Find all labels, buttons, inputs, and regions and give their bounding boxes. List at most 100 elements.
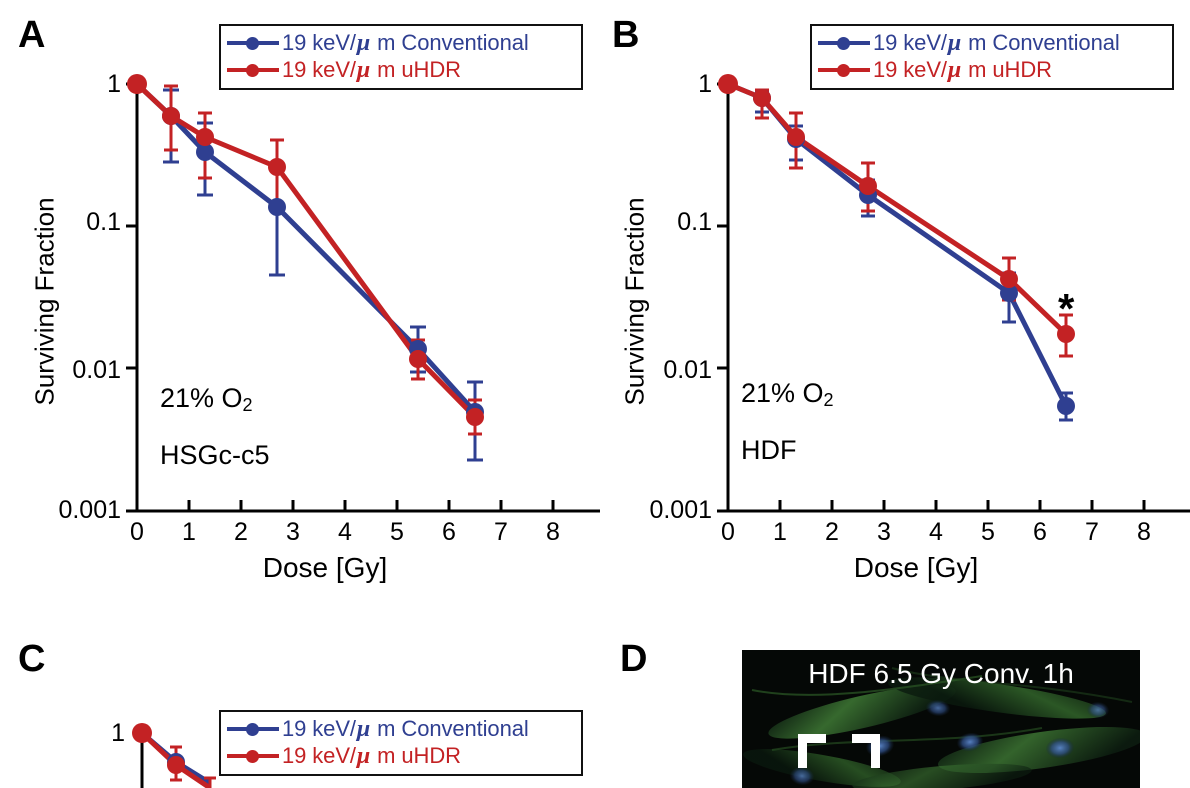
panel-b-legend: 19 keV/μ m Conventional 19 keV/μ m uHDR [810,24,1174,90]
panel-b-xtick-3: 3 [877,518,891,546]
panel-label-d: D [620,638,648,680]
legend-uhdr-mu: μ [356,56,371,83]
panel-b-xtick-5: 5 [981,518,995,546]
panel-a-legend-row-conventional: 19 keV/μ m Conventional [227,29,573,56]
panel-b-oxygen-annotation: 21% O2 [741,378,834,411]
panel-a-xtick-0: 0 [130,518,144,546]
panel-b-xtick-7: 7 [1085,518,1099,546]
panel-a-xtick-5: 5 [390,518,404,546]
legend-conv-mu: μ [356,29,371,56]
panel-b-xtick-1: 1 [773,518,787,546]
legend-conv-prefix: 19 keV/ [282,29,356,55]
panel-c-legend-row-uhdr: 19 keV/μ m uHDR [227,742,573,769]
panel-b-series-uhdr-errorbars [755,88,1073,358]
panel-b-significance-marker: * [1058,285,1075,332]
panel-label-b: B [612,14,640,56]
legend-swatch-conventional-icon [818,33,870,53]
panel-b-xtick-8: 8 [1137,518,1151,546]
panel-a-xtick-8: 8 [546,518,560,546]
panel-d-micrograph-content [742,650,1140,788]
legend-conv-suffix: m Conventional [371,29,529,55]
legend-conv-suffix: m Conventional [371,715,529,741]
legend-uhdr-prefix: 19 keV/ [282,742,356,768]
legend-swatch-conventional-icon [227,33,279,53]
panel-a-legend-row-uhdr: 19 keV/μ m uHDR [227,56,573,83]
panel-b-x-axis-label: Dose [Gy] [853,552,979,583]
panel-a-xtick-3: 3 [286,518,300,546]
panel-c-legend-label-conventional: 19 keV/μ m Conventional [282,716,529,742]
panel-d-micrograph: HDF 6.5 Gy Conv. 1h [742,650,1140,788]
panel-c: 1 [0,620,600,788]
legend-uhdr-suffix: m uHDR [371,56,461,82]
panel-a-x-axis-label: Dose [Gy] [262,552,388,583]
panel-d-caption: HDF 6.5 Gy Conv. 1h [808,658,1074,689]
panel-a-ytick-1: 1 [107,70,121,98]
legend-swatch-uhdr-icon [818,60,870,80]
legend-swatch-uhdr-icon [227,746,279,766]
panel-b-ytick-1: 1 [698,70,712,98]
panel-a-xtick-4: 4 [338,518,352,546]
panel-c-legend-row-conventional: 19 keV/μ m Conventional [227,715,573,742]
legend-conv-prefix: 19 keV/ [873,29,947,55]
panel-b-xtick-2: 2 [825,518,839,546]
panel-b-xtick-0: 0 [721,518,735,546]
panel-b-series-uhdr-markers [718,74,1075,343]
panel-b-oxygen-subscript: 2 [823,389,834,410]
panel-a-oxygen-annotation: 21% O2 [160,383,253,416]
panel-a-oxygen-text: 21% O [160,383,243,413]
panel-b-legend-row-uhdr: 19 keV/μ m uHDR [818,56,1164,83]
panel-b-legend-row-conventional: 19 keV/μ m Conventional [818,29,1164,56]
panel-label-a: A [18,14,46,56]
panel-a-legend: 19 keV/μ m Conventional 19 keV/μ m uHDR [219,24,583,90]
legend-conv-prefix: 19 keV/ [282,715,356,741]
panel-a-xtick-2: 2 [234,518,248,546]
panel-a-ytick-0.1: 0.1 [86,208,121,236]
panel-a-ytick-0.001: 0.001 [58,496,121,524]
panel-a-series-uhdr-markers [127,74,484,426]
panel-a-y-ticks [126,82,137,513]
panel-b-y-ticks [717,82,728,513]
panel-c-legend-label-uhdr: 19 keV/μ m uHDR [282,743,461,769]
panel-d-roi-bracket-icon [798,734,880,788]
panel-a-xtick-7: 7 [494,518,508,546]
legend-uhdr-prefix: 19 keV/ [873,56,947,82]
legend-conv-suffix: m Conventional [962,29,1120,55]
legend-conv-mu: μ [356,715,371,742]
panel-a-oxygen-subscript: 2 [242,394,253,415]
legend-swatch-conventional-icon [227,719,279,739]
panel-c-legend: 19 keV/μ m Conventional 19 keV/μ m uHDR [219,710,583,776]
legend-uhdr-prefix: 19 keV/ [282,56,356,82]
panel-b-oxygen-text: 21% O [741,378,824,408]
panel-b-ytick-0.001: 0.001 [649,496,712,524]
panel-a-x-ticks [135,500,555,511]
panel-b-legend-label-uhdr: 19 keV/μ m uHDR [873,57,1052,83]
panel-c-series-uhdr-markers [132,723,185,774]
legend-uhdr-mu: μ [947,56,962,83]
panel-c-plot [132,723,216,788]
panel-a-legend-label-uhdr: 19 keV/μ m uHDR [282,57,461,83]
panel-a-xtick-6: 6 [442,518,456,546]
panel-a-xtick-1: 1 [182,518,196,546]
legend-uhdr-suffix: m uHDR [371,742,461,768]
legend-uhdr-mu: μ [356,742,371,769]
panel-c-ytick-1: 1 [111,719,125,747]
panel-b-xtick-6: 6 [1033,518,1047,546]
panel-a-ytick-0.01: 0.01 [72,356,121,384]
panel-label-c: C [18,638,46,680]
panel-a-plot [126,74,600,513]
panel-a-cellline-annotation: HSGc-c5 [160,440,270,470]
panel-b-series-conventional-line [727,81,1069,408]
legend-conv-mu: μ [947,29,962,56]
panel-a-legend-label-conventional: 19 keV/μ m Conventional [282,30,529,56]
panel-b: Surviving Fraction 1 0.1 0.01 0.001 0 1 … [590,0,1190,600]
panel-a: Surviving Fraction 1 0.1 0.01 0.001 0 1 … [0,0,600,600]
panel-b-xtick-4: 4 [929,518,943,546]
panel-b-plot [717,74,1190,513]
panel-b-ytick-0.01: 0.01 [663,356,712,384]
legend-uhdr-suffix: m uHDR [962,56,1052,82]
panel-b-cellline-annotation: HDF [741,435,797,465]
legend-swatch-uhdr-icon [227,60,279,80]
panel-b-legend-label-conventional: 19 keV/μ m Conventional [873,30,1120,56]
panel-b-ytick-0.1: 0.1 [677,208,712,236]
